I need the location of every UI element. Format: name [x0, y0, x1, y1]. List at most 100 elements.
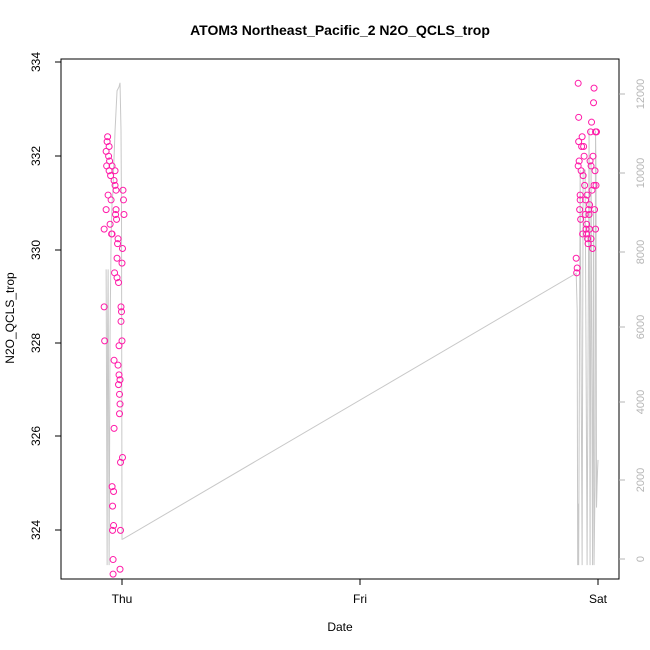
n2o-point	[109, 570, 117, 578]
y-right-tick-label-2000: 2000	[635, 468, 647, 492]
n2o-point	[118, 259, 126, 267]
n2o-point	[100, 225, 108, 233]
n2o-point	[589, 245, 597, 253]
n2o-point	[116, 565, 124, 573]
n2o-point	[575, 157, 583, 165]
n2o-point	[114, 361, 122, 369]
n2o-point	[590, 181, 598, 189]
n2o-point	[115, 279, 123, 287]
n2o-point	[113, 274, 121, 282]
n2o-point	[110, 177, 118, 184]
n2o-point	[575, 113, 583, 121]
n2o-point	[101, 337, 109, 345]
n2o-point	[107, 196, 115, 204]
n2o-point	[117, 317, 125, 325]
n2o-point	[586, 157, 594, 165]
n2o-point	[583, 220, 591, 228]
n2o-point	[588, 118, 596, 126]
n2o-point	[582, 196, 590, 204]
n2o-point	[589, 152, 597, 160]
n2o-point	[581, 211, 589, 219]
n2o-point	[118, 308, 125, 316]
n2o-point	[587, 162, 595, 170]
n2o-points-layer	[100, 79, 601, 578]
n2o-point	[109, 502, 117, 510]
n2o-point	[116, 376, 124, 384]
n2o-point	[111, 181, 119, 189]
n2o-point	[105, 142, 113, 150]
n2o-point	[583, 230, 591, 238]
n2o-point	[578, 142, 586, 150]
x-tick-label-fri: Fri	[353, 592, 367, 606]
n2o-point	[592, 181, 600, 189]
n2o-point	[116, 390, 124, 398]
y-right-tick-label-6000: 6000	[635, 315, 647, 339]
x-tick-label-sat: Sat	[589, 592, 608, 606]
n2o-point	[109, 526, 117, 534]
n2o-point	[119, 245, 126, 253]
n2o-point	[578, 133, 586, 141]
n2o-point	[586, 225, 594, 233]
n2o-point	[115, 371, 123, 379]
y-left-tick-label-332: 332	[29, 146, 43, 166]
n2o-point	[114, 240, 122, 248]
n2o-point	[593, 128, 601, 136]
altitude-line	[105, 82, 599, 566]
n2o-point	[584, 235, 592, 243]
n2o-point	[573, 269, 581, 277]
n2o-point	[114, 235, 122, 243]
n2o-point	[582, 225, 590, 233]
n2o-point	[110, 488, 118, 496]
x-axis: Thu Fri Sat	[112, 579, 608, 606]
n2o-point	[108, 483, 116, 491]
n2o-point	[110, 424, 118, 432]
n2o-point	[117, 303, 125, 311]
n2o-point	[590, 84, 598, 92]
n2o-point	[590, 99, 598, 107]
n2o-point	[576, 206, 584, 214]
n2o-point	[120, 211, 128, 219]
y-left-tick-label-326: 326	[29, 426, 43, 446]
n2o-point	[110, 522, 118, 530]
n2o-point	[591, 206, 599, 214]
chart-title: ATOM3 Northeast_Pacific_2 N2O_QCLS_trop	[190, 22, 490, 38]
n2o-point	[115, 342, 123, 350]
n2o-point	[580, 152, 588, 160]
n2o-point	[107, 172, 115, 180]
y-left-tick-label-324: 324	[29, 520, 43, 540]
n2o-point	[579, 172, 587, 180]
n2o-point	[119, 186, 127, 194]
n2o-point	[119, 454, 126, 461]
altitude-line-layer	[105, 82, 599, 566]
n2o-point	[580, 142, 588, 150]
n2o-point	[572, 254, 580, 262]
n2o-point	[110, 356, 118, 364]
y-right-tick-label-10000: 10000	[635, 158, 647, 189]
y-axis-label: N2O_QCLS_trop	[3, 272, 17, 364]
n2o-point	[111, 167, 119, 175]
y-right-axis: 0 2000 4000 6000 8000 10000 12000	[619, 79, 647, 562]
n2o-point	[102, 206, 110, 214]
n2o-point	[104, 191, 112, 199]
y-right-tick-label-0: 0	[635, 556, 647, 562]
n2o-point	[100, 303, 108, 311]
n2o-point	[118, 337, 126, 345]
n2o-point	[579, 230, 587, 238]
n2o-point	[575, 138, 583, 146]
n2o-point	[577, 215, 585, 223]
n2o-point	[116, 410, 124, 418]
n2o-point	[587, 235, 595, 243]
n2o-point	[105, 152, 113, 160]
y-left-tick-label-328: 328	[29, 333, 43, 353]
n2o-point	[108, 230, 116, 238]
n2o-point	[113, 215, 121, 223]
n2o-point	[591, 167, 599, 175]
n2o-point	[583, 191, 591, 199]
n2o-point	[106, 220, 114, 228]
n2o-point	[115, 381, 123, 389]
n2o-point	[576, 196, 584, 204]
x-axis-label: Date	[327, 620, 353, 634]
n2o-point	[585, 211, 593, 219]
n2o-point	[109, 556, 117, 564]
n2o-point	[574, 162, 582, 170]
